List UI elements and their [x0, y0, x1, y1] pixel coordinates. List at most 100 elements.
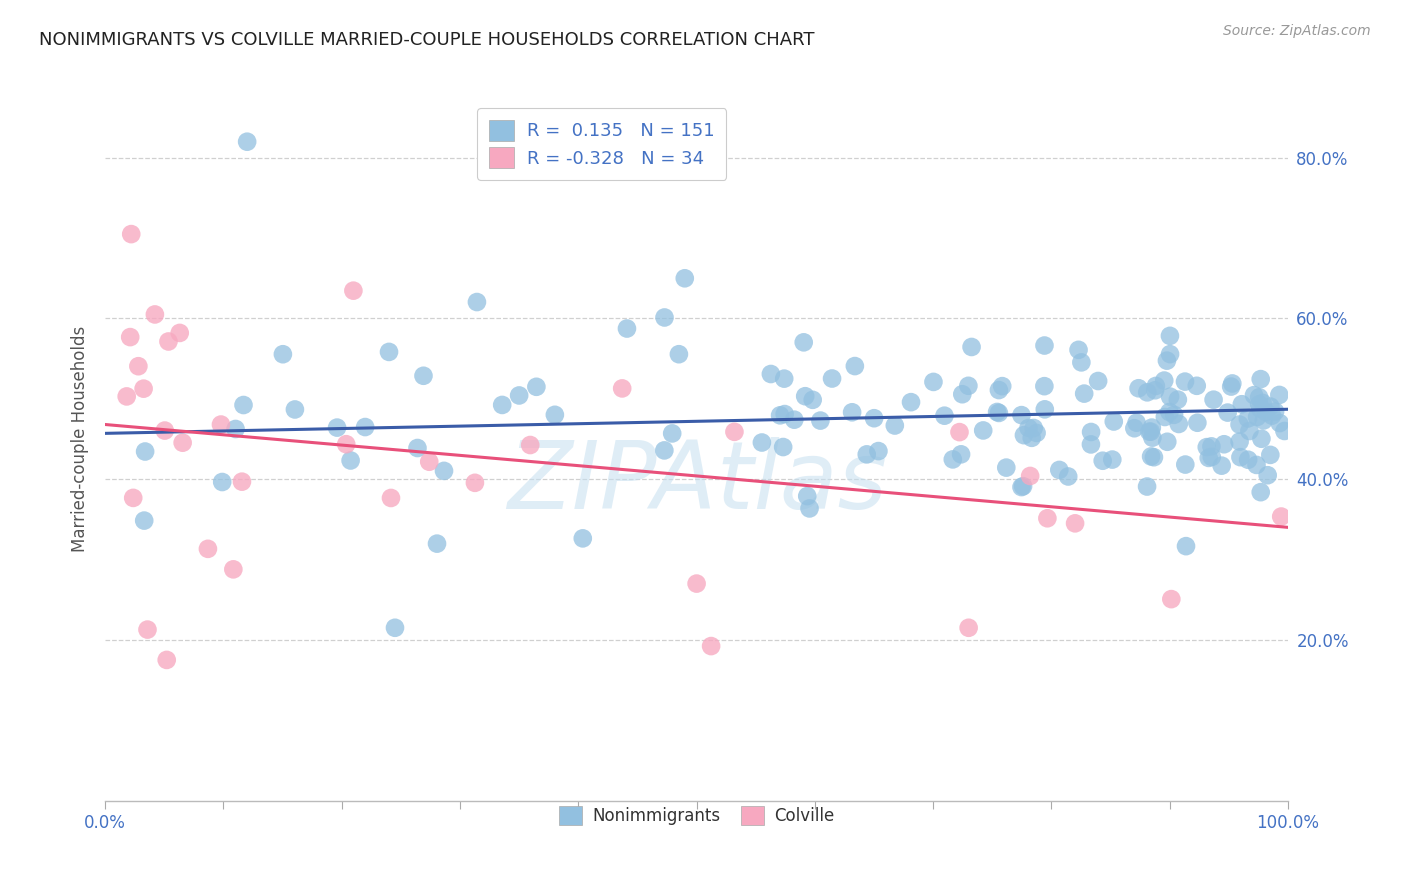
Point: [995, 460, 1018, 475]
Point: [1237, 411, 1260, 425]
Point: [1237, 452, 1260, 467]
Point: [127, 359, 149, 374]
Point: [783, 413, 806, 427]
Point: [1243, 388, 1265, 402]
Point: [801, 392, 824, 407]
Point: [418, 455, 440, 469]
Point: [1064, 516, 1087, 531]
Point: [1123, 421, 1146, 435]
Point: [236, 135, 259, 149]
Point: [519, 438, 541, 452]
Point: [1047, 463, 1070, 477]
Point: [1211, 458, 1233, 473]
Point: [1011, 480, 1033, 494]
Point: [571, 532, 593, 546]
Point: [1018, 421, 1040, 435]
Point: [957, 621, 980, 635]
Point: [1254, 405, 1277, 419]
Point: [987, 383, 1010, 397]
Point: [1087, 374, 1109, 388]
Point: [1033, 379, 1056, 393]
Point: [972, 424, 994, 438]
Point: [1260, 400, 1282, 414]
Point: [284, 402, 307, 417]
Point: [1167, 417, 1189, 431]
Legend: Nonimmigrants, Colville: Nonimmigrants, Colville: [553, 799, 841, 832]
Point: [120, 227, 142, 241]
Point: [810, 414, 832, 428]
Point: [1025, 425, 1047, 440]
Point: [773, 407, 796, 421]
Point: [209, 417, 232, 432]
Point: [1159, 405, 1181, 419]
Point: [1144, 384, 1167, 398]
Point: [723, 425, 745, 439]
Point: [661, 426, 683, 441]
Point: [222, 562, 245, 576]
Point: [1140, 450, 1163, 464]
Point: [1160, 592, 1182, 607]
Point: [1213, 437, 1236, 451]
Point: [231, 475, 253, 489]
Point: [426, 536, 449, 550]
Point: [1230, 397, 1253, 411]
Point: [134, 444, 156, 458]
Point: [197, 541, 219, 556]
Point: [115, 389, 138, 403]
Point: [406, 441, 429, 455]
Point: [225, 422, 247, 436]
Point: [1220, 376, 1243, 391]
Point: [1249, 390, 1271, 404]
Point: [957, 379, 980, 393]
Point: [1257, 468, 1279, 483]
Point: [1159, 390, 1181, 404]
Point: [772, 440, 794, 454]
Point: [948, 425, 970, 439]
Point: [1143, 450, 1166, 465]
Point: [1239, 424, 1261, 438]
Point: [1128, 381, 1150, 395]
Point: [844, 359, 866, 373]
Point: [157, 334, 180, 349]
Point: [1036, 511, 1059, 525]
Point: [120, 330, 142, 344]
Point: [1167, 392, 1189, 407]
Point: [1274, 424, 1296, 438]
Point: [759, 367, 782, 381]
Point: [1021, 431, 1043, 445]
Point: [616, 321, 638, 335]
Point: [1201, 439, 1223, 453]
Y-axis label: Married-couple Households: Married-couple Households: [72, 326, 89, 552]
Point: [211, 475, 233, 489]
Point: [1022, 421, 1045, 435]
Point: [1261, 409, 1284, 423]
Point: [612, 381, 634, 395]
Point: [378, 345, 401, 359]
Point: [1250, 485, 1272, 500]
Point: [1229, 417, 1251, 432]
Point: [821, 371, 844, 385]
Point: [326, 420, 349, 434]
Point: [1163, 408, 1185, 422]
Point: [1187, 416, 1209, 430]
Point: [773, 371, 796, 385]
Point: [1012, 479, 1035, 493]
Point: [1011, 408, 1033, 422]
Point: [1080, 425, 1102, 439]
Point: [1216, 406, 1239, 420]
Point: [1174, 375, 1197, 389]
Point: [433, 464, 456, 478]
Point: [1185, 379, 1208, 393]
Point: [1202, 392, 1225, 407]
Point: [544, 408, 567, 422]
Point: [464, 475, 486, 490]
Point: [922, 375, 945, 389]
Point: [700, 639, 723, 653]
Point: [1156, 434, 1178, 449]
Text: ZIPAtlas: ZIPAtlas: [506, 437, 887, 528]
Point: [1229, 450, 1251, 465]
Point: [960, 340, 983, 354]
Point: [1268, 416, 1291, 430]
Point: [1142, 431, 1164, 445]
Point: [465, 295, 488, 310]
